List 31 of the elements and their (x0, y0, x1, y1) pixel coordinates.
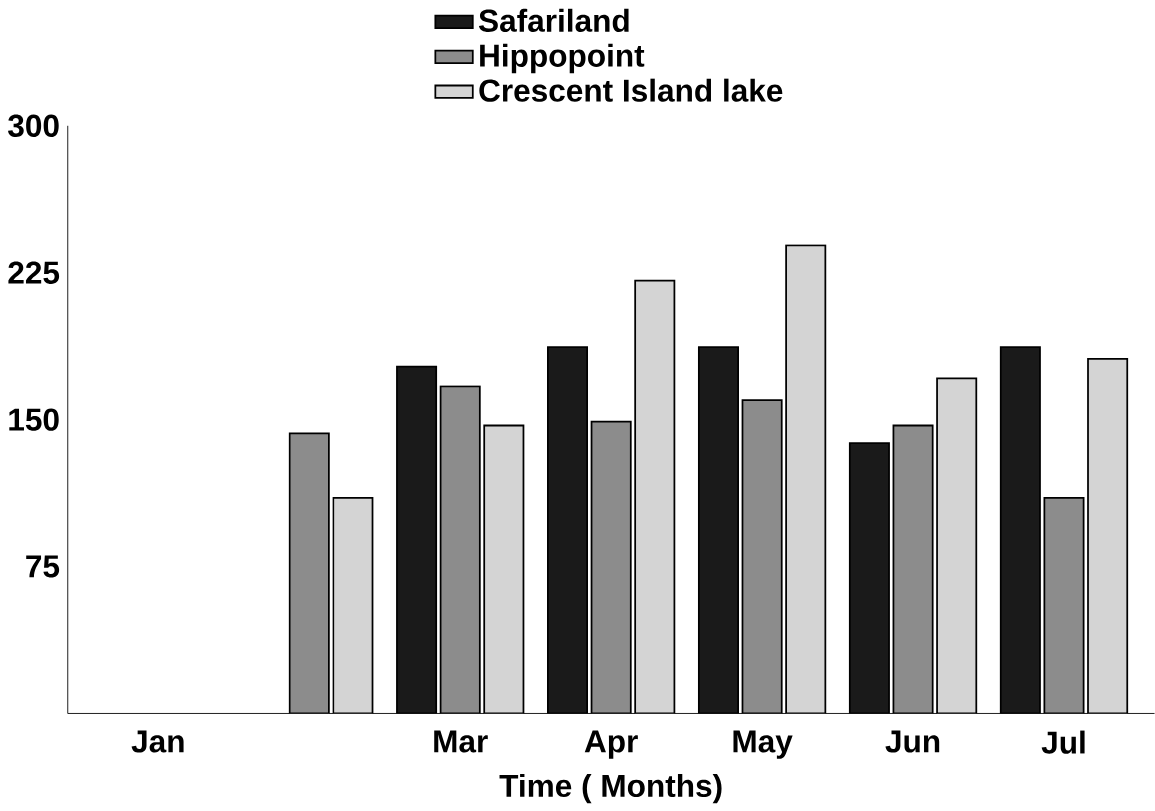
bar (547, 346, 589, 714)
bar (741, 399, 783, 714)
bar (999, 346, 1041, 714)
x-tick-label: May (733, 730, 793, 760)
bar (634, 279, 676, 714)
bar (590, 420, 632, 714)
legend-label: Crescent Island lake (479, 78, 783, 103)
bar (697, 346, 739, 714)
bar (848, 442, 890, 714)
legend-label: Safariland (478, 8, 629, 33)
bar (288, 432, 330, 714)
bar (785, 244, 827, 714)
bar (936, 377, 978, 714)
x-axis-title: Time ( Months) (499, 774, 722, 804)
bar (332, 497, 374, 714)
bar (439, 385, 481, 714)
bar (1087, 358, 1129, 714)
y-tick-label: 225 (8, 261, 60, 285)
x-tick-label: Mar (434, 730, 488, 753)
x-tick-label: Jan (131, 730, 184, 753)
bar (892, 424, 934, 714)
x-tick-label: Jul (1041, 730, 1085, 754)
y-tick-label: 75 (26, 555, 60, 578)
y-tick-label: 150 (9, 408, 59, 431)
bar (483, 424, 525, 714)
bar (1043, 497, 1085, 714)
y-tick-label: 300 (8, 114, 59, 138)
legend-label: Hippopoint (480, 43, 645, 74)
x-tick-label: Jun (885, 730, 940, 753)
bar (396, 366, 438, 714)
x-tick-label: Apr (584, 730, 638, 760)
